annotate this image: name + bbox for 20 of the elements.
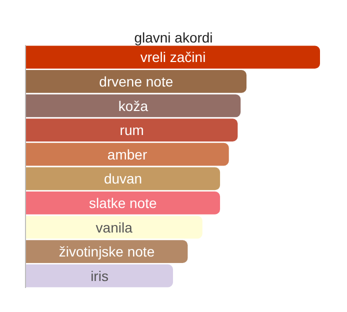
bar — [26, 216, 202, 239]
y-tick-label: vanila — [96, 219, 133, 236]
bar — [26, 94, 241, 118]
y-tick-label: iris — [90, 268, 108, 284]
chart-title: glavni akordi — [134, 29, 213, 46]
bar — [26, 167, 220, 190]
y-tick-label: rum — [120, 122, 144, 138]
y-tick-label: slatke note — [89, 194, 157, 211]
bar — [26, 142, 229, 166]
bar — [26, 70, 246, 93]
bar — [26, 118, 238, 142]
y-tick-label: vreli začini — [140, 49, 206, 66]
y-tick-label: drvene note — [99, 73, 174, 90]
bar — [26, 264, 173, 288]
y-tick-label: amber — [107, 146, 148, 162]
bar — [26, 46, 320, 69]
bar — [26, 192, 220, 214]
y-tick-label: duvan — [104, 170, 142, 187]
y-tick-label: životinjske note — [58, 244, 155, 260]
y-tick-label: koža — [118, 98, 148, 114]
